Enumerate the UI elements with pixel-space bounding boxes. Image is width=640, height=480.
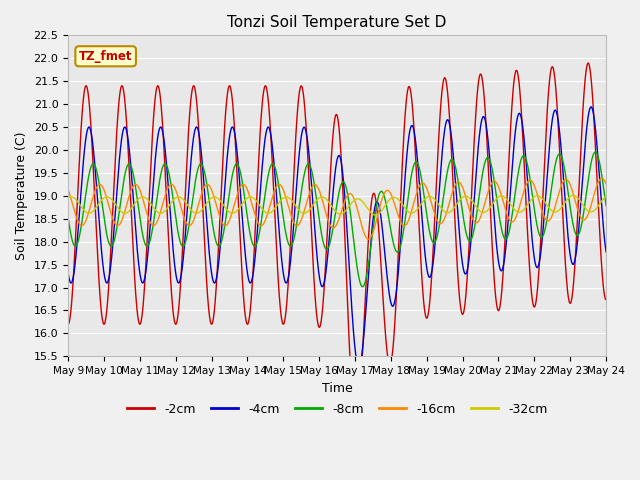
-32cm xyxy=(64,195,72,201)
-2cm xyxy=(602,297,610,302)
-4cm xyxy=(355,363,362,369)
-32cm xyxy=(244,194,252,200)
-8cm xyxy=(171,207,179,213)
-16cm xyxy=(539,209,547,215)
-16cm xyxy=(64,187,72,193)
-2cm xyxy=(184,141,191,147)
-16cm xyxy=(598,176,606,181)
-32cm xyxy=(171,196,179,202)
-32cm xyxy=(570,192,577,198)
-8cm xyxy=(591,149,599,155)
-8cm xyxy=(539,234,547,240)
Line: -2cm: -2cm xyxy=(68,63,606,424)
-16cm xyxy=(184,222,191,228)
-8cm xyxy=(602,203,610,208)
-32cm xyxy=(184,203,191,208)
Line: -32cm: -32cm xyxy=(68,195,606,215)
-4cm xyxy=(171,263,179,268)
-4cm xyxy=(588,104,595,110)
Line: -16cm: -16cm xyxy=(68,179,606,239)
-2cm xyxy=(171,319,179,325)
-2cm xyxy=(539,201,547,206)
-2cm xyxy=(244,321,252,327)
-2cm xyxy=(584,60,592,66)
-4cm xyxy=(602,249,610,255)
-4cm xyxy=(421,249,429,254)
-32cm xyxy=(421,196,429,202)
-2cm xyxy=(421,309,429,314)
-4cm xyxy=(492,226,499,231)
-2cm xyxy=(492,287,499,293)
-32cm xyxy=(372,212,380,218)
Title: Tonzi Soil Temperature Set D: Tonzi Soil Temperature Set D xyxy=(227,15,447,30)
-8cm xyxy=(492,184,499,190)
-16cm xyxy=(421,182,429,188)
-8cm xyxy=(184,229,191,235)
-8cm xyxy=(359,284,367,289)
Y-axis label: Soil Temperature (C): Soil Temperature (C) xyxy=(15,132,28,260)
-4cm xyxy=(539,233,547,239)
Legend: -2cm, -4cm, -8cm, -16cm, -32cm: -2cm, -4cm, -8cm, -16cm, -32cm xyxy=(122,398,552,420)
-16cm xyxy=(365,236,372,242)
-16cm xyxy=(492,179,499,184)
-32cm xyxy=(602,193,610,199)
Text: TZ_fmet: TZ_fmet xyxy=(79,50,132,63)
-4cm xyxy=(64,270,72,276)
-16cm xyxy=(171,185,179,191)
-2cm xyxy=(64,321,72,327)
Line: -8cm: -8cm xyxy=(68,152,606,287)
-8cm xyxy=(244,218,252,224)
-2cm xyxy=(352,421,360,427)
-8cm xyxy=(64,215,72,221)
-8cm xyxy=(421,198,429,204)
X-axis label: Time: Time xyxy=(322,382,353,395)
-32cm xyxy=(539,196,547,202)
-4cm xyxy=(184,199,191,205)
Line: -4cm: -4cm xyxy=(68,107,606,366)
-16cm xyxy=(602,181,610,187)
-32cm xyxy=(492,198,499,204)
-16cm xyxy=(244,188,252,194)
-4cm xyxy=(244,274,252,279)
